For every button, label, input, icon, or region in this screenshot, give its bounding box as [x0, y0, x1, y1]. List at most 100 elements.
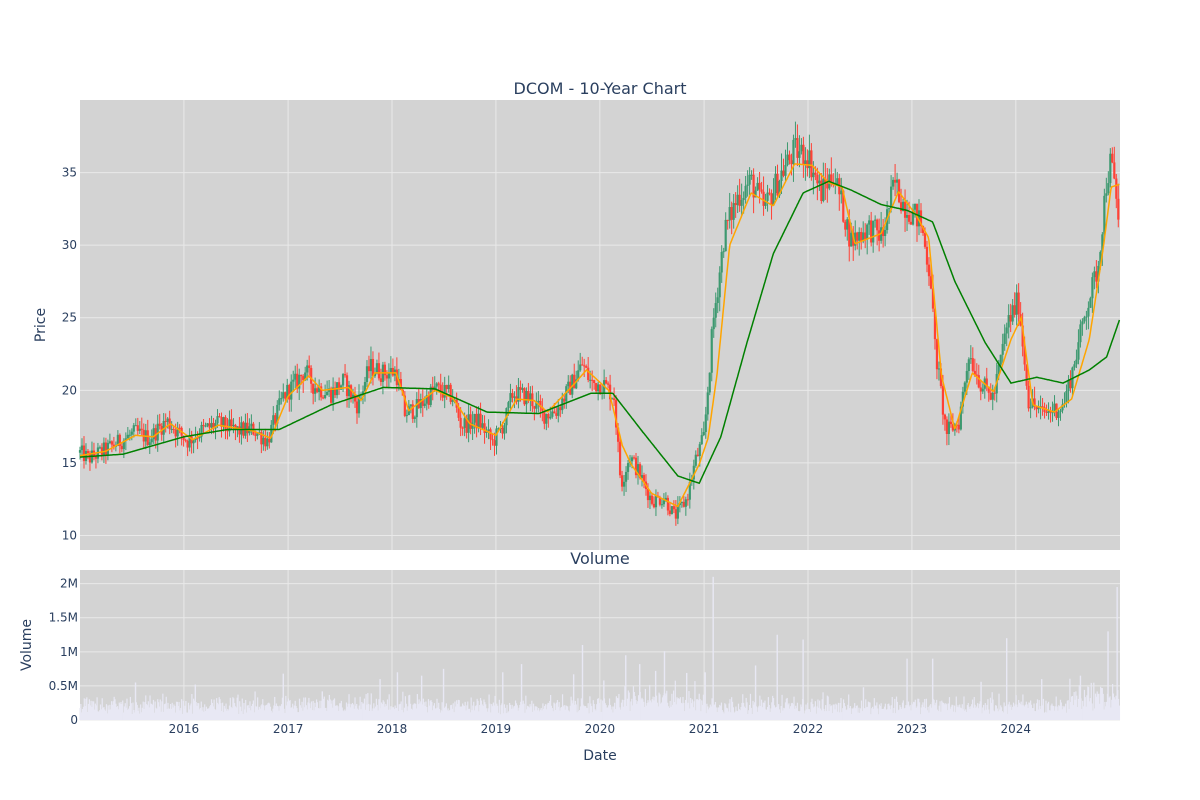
- volume-bar: [339, 703, 341, 720]
- volume-bar: [585, 706, 587, 720]
- volume-bar: [513, 706, 515, 720]
- candle-down-body: [612, 398, 616, 401]
- candle-up-body: [1001, 343, 1004, 355]
- volume-bar: [1027, 707, 1029, 720]
- volume-bar: [550, 694, 552, 720]
- candle-up-body: [357, 394, 361, 414]
- x-tick-labels: 2016 2017 2018 2019 2020 2021 2022 2023 2024: [169, 722, 1031, 736]
- volume-bar: [356, 703, 358, 720]
- volume-bar: [459, 706, 461, 720]
- candle-down-body: [383, 364, 387, 376]
- volume-bar: [597, 698, 600, 720]
- volume-bar: [432, 705, 435, 720]
- candle-down-body: [585, 366, 588, 368]
- volume-bar: [688, 691, 690, 720]
- volume-bar: [505, 713, 507, 720]
- candle-up-body: [98, 447, 102, 449]
- volume-bar: [650, 702, 652, 720]
- volume-bar: [661, 697, 664, 720]
- volume-bar: [642, 699, 644, 720]
- volume-bar: [422, 698, 424, 720]
- volume-bar: [955, 696, 957, 720]
- volume-bar: [328, 694, 330, 720]
- volume-bar: [137, 710, 139, 720]
- candle-down-body: [977, 375, 980, 388]
- volume-bar: [122, 712, 125, 720]
- candle-down-body: [1009, 315, 1012, 322]
- candle-down-body: [878, 230, 881, 241]
- volume-bar: [475, 705, 477, 720]
- volume-bar: [216, 698, 218, 720]
- volume-bar: [247, 705, 249, 720]
- volume-bar: [812, 704, 814, 720]
- volume-bar: [1076, 695, 1078, 720]
- candle-down-body: [973, 370, 976, 375]
- candle-down-body: [844, 221, 847, 230]
- volume-bar: [494, 695, 496, 720]
- candle-down-body: [86, 451, 90, 453]
- volume-bar: [487, 708, 489, 720]
- candle-down-body: [941, 386, 945, 415]
- volume-bar: [274, 705, 277, 720]
- candle-up-body: [272, 415, 275, 425]
- volume-bar: [695, 710, 697, 720]
- volume-bar: [378, 699, 380, 720]
- candle-down-body: [533, 406, 536, 409]
- volume-bar: [576, 712, 578, 720]
- volume-bar: [439, 712, 442, 720]
- volume-bar: [934, 705, 936, 720]
- volume-bar: [745, 697, 747, 720]
- candle-down-body: [439, 384, 442, 393]
- volume-bar: [714, 702, 717, 720]
- volume-bar: [677, 698, 679, 720]
- volume-bar: [140, 704, 142, 720]
- candle-down-body: [94, 456, 98, 459]
- volume-bar: [971, 704, 973, 720]
- x-tick-label: 2024: [1001, 722, 1032, 736]
- volume-bar: [633, 691, 635, 720]
- volume-bar: [766, 709, 768, 720]
- volume-bar: [659, 694, 661, 720]
- candle-up-body: [804, 160, 807, 165]
- candle-down-body: [762, 191, 765, 206]
- volume-bar: [351, 704, 353, 720]
- volume-bar: [778, 709, 781, 720]
- candle-down-body: [796, 138, 799, 158]
- volume-bar: [916, 706, 918, 720]
- volume-bar: [634, 696, 636, 720]
- volume-bar: [679, 697, 682, 720]
- volume-bar: [408, 695, 410, 720]
- candle-down-body: [202, 424, 205, 426]
- candle-up-body: [290, 381, 293, 400]
- candle-up-body: [351, 394, 355, 399]
- candle-down-body: [459, 417, 462, 428]
- volume-bar: [182, 700, 184, 720]
- volume-bar: [657, 706, 659, 720]
- volume-bar: [783, 707, 785, 720]
- candle-down-body: [848, 219, 851, 247]
- candle-down-body: [810, 150, 813, 178]
- volume-bar: [910, 710, 912, 720]
- x-tick-label: 2021: [689, 722, 720, 736]
- volume-bar: [842, 699, 845, 720]
- candle-down-body: [377, 363, 381, 379]
- volume-bar: [893, 707, 895, 720]
- volume-bar: [409, 703, 412, 720]
- volume-bar: [1047, 701, 1050, 720]
- volume-bar: [820, 710, 822, 720]
- volume-bar: [1034, 710, 1036, 720]
- volume-bar: [1052, 705, 1054, 720]
- candle-up-body: [1051, 412, 1054, 414]
- volume-bar: [200, 701, 202, 720]
- candle-up-body: [888, 208, 891, 210]
- candle-up-body: [1015, 292, 1018, 315]
- candle-up-body: [134, 425, 137, 427]
- volume-bar: [937, 711, 939, 720]
- price-y-tick-label: 15: [62, 456, 77, 470]
- volume-bar: [153, 712, 155, 720]
- volume-bar: [880, 703, 882, 720]
- volume-bar: [1019, 704, 1021, 720]
- volume-bar: [286, 701, 289, 720]
- candle-up-body: [477, 413, 480, 429]
- price-y-tick-label: 35: [62, 166, 77, 180]
